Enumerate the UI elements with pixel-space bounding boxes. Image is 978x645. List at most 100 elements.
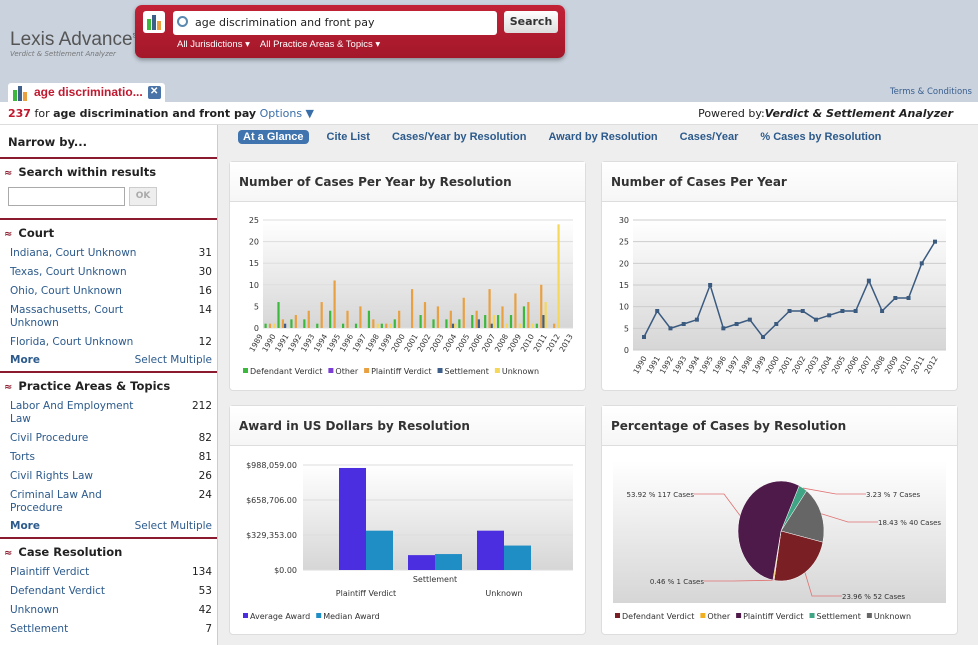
filter-item[interactable]: Ohio, Court Unknown 16 xyxy=(0,282,217,301)
filter-label[interactable]: Defendant Verdict xyxy=(10,585,105,597)
bar xyxy=(281,319,285,328)
tab-cases-year[interactable]: Cases/Year xyxy=(679,131,739,143)
search-within-section: ≈ Search within results OK xyxy=(0,157,217,218)
y-tick-label: 0 xyxy=(254,324,259,333)
bar xyxy=(303,319,306,328)
legend-label: Median Award xyxy=(323,612,379,621)
filter-item[interactable]: Florida, Court Unknown 12 xyxy=(0,333,217,352)
jurisdiction-dropdown[interactable]: All Jurisdictions ▾ xyxy=(177,39,250,50)
filter-label[interactable]: Florida, Court Unknown xyxy=(10,336,134,348)
filter-item[interactable]: Massachusetts, Court Unknown 14 xyxy=(0,301,217,333)
filter-label[interactable]: Ohio, Court Unknown xyxy=(10,285,122,297)
y-tick-label: 5 xyxy=(254,302,259,311)
data-point xyxy=(919,261,924,266)
filter-label[interactable]: Civil Rights Law xyxy=(10,470,93,482)
slice-label: 0.46 % 1 Cases xyxy=(650,578,704,586)
more-link[interactable]: More xyxy=(10,520,40,532)
data-point xyxy=(880,309,885,313)
bar xyxy=(449,310,452,328)
filter-label[interactable]: Unknown xyxy=(10,604,59,616)
tab-award-resolution[interactable]: Award by Resolution xyxy=(548,131,658,143)
bar xyxy=(471,315,474,328)
filter-label[interactable]: Indiana, Court Unknown xyxy=(10,247,137,259)
select-multiple-link[interactable]: Select Multiple xyxy=(134,520,212,532)
bar xyxy=(497,315,500,328)
card-title: Number of Cases Per Year by Resolution xyxy=(230,162,585,202)
data-point xyxy=(853,309,858,313)
bar xyxy=(505,323,508,328)
bar xyxy=(320,302,323,328)
bar xyxy=(522,306,526,328)
data-point xyxy=(800,309,805,313)
bar xyxy=(432,319,435,328)
result-count: 237 xyxy=(8,107,31,120)
legend-swatch xyxy=(700,613,706,618)
search-input[interactable]: age discrimination and front pay xyxy=(173,11,497,35)
collapse-icon[interactable]: ≈ xyxy=(4,382,13,393)
bar xyxy=(389,323,392,328)
label-leader-line xyxy=(821,513,878,523)
collapse-icon[interactable]: ≈ xyxy=(4,229,13,240)
terms-link[interactable]: Terms & Conditions xyxy=(889,87,972,97)
legend-swatch xyxy=(316,613,322,618)
data-point xyxy=(906,296,911,300)
tab-at-a-glance[interactable]: At a Glance xyxy=(238,130,309,144)
filter-item[interactable]: Torts 81 xyxy=(0,448,217,467)
search-button[interactable]: Search xyxy=(504,11,558,33)
filter-label[interactable]: Settlement xyxy=(10,623,69,635)
result-tab[interactable]: age discriminatio... ✕ xyxy=(8,83,165,103)
data-point xyxy=(668,326,673,331)
bar xyxy=(367,310,371,328)
filter-item[interactable]: Labor And Employment Law 212 xyxy=(0,397,217,429)
filter-label[interactable]: Texas, Court Unknown xyxy=(10,266,127,278)
practice-area-dropdown[interactable]: All Practice Areas & Topics ▾ xyxy=(259,39,381,50)
legend-label: Defendant Verdict xyxy=(622,612,694,621)
filter-item[interactable]: Plaintiff Verdict 134 xyxy=(0,563,217,582)
filter-label[interactable]: Civil Procedure xyxy=(10,432,89,444)
logo[interactable]: Lexis AdvanceSM Verdict & Settlement Ana… xyxy=(10,29,142,58)
award-bar-chart: $0.00 $329,353.00 $658,706.00 $988,059.00 Pl… xyxy=(243,461,573,621)
bar xyxy=(557,224,560,328)
filter-item[interactable]: Indiana, Court Unknown 31 xyxy=(0,244,217,263)
search-within-input[interactable] xyxy=(8,187,125,206)
collapse-icon[interactable]: ≈ xyxy=(4,548,13,559)
filter-item[interactable]: Civil Procedure 82 xyxy=(0,429,217,448)
filter-count: 30 xyxy=(198,266,212,278)
collapse-icon[interactable]: ≈ xyxy=(4,168,13,179)
filter-item[interactable]: Unknown 42 xyxy=(0,601,217,620)
for-label: for xyxy=(34,107,50,120)
filter-label[interactable]: Torts xyxy=(10,451,35,463)
filter-item[interactable]: Defendant Verdict 53 xyxy=(0,582,217,601)
bar-chart-icon[interactable] xyxy=(143,11,165,33)
close-icon[interactable]: ✕ xyxy=(147,86,161,99)
filter-label[interactable]: Plaintiff Verdict xyxy=(10,566,90,578)
bar xyxy=(408,555,435,570)
filter-count: 53 xyxy=(198,585,212,597)
bar xyxy=(398,310,401,328)
legend-label: Settlement xyxy=(817,612,861,621)
options-dropdown[interactable]: Options ▼ xyxy=(259,107,315,120)
tab-cite-list[interactable]: Cite List xyxy=(326,131,370,143)
bar xyxy=(454,323,457,328)
filter-item[interactable]: Texas, Court Unknown 30 xyxy=(0,263,217,282)
tab-cases-year-resolution[interactable]: Cases/Year by Resolution xyxy=(391,131,527,143)
bar xyxy=(509,315,513,328)
more-link[interactable]: More xyxy=(10,354,40,366)
select-multiple-link[interactable]: Select Multiple xyxy=(134,354,212,366)
y-tick-label: $329,353.00 xyxy=(246,531,297,540)
label-leader-line xyxy=(694,493,741,516)
bar xyxy=(273,323,276,328)
filter-label[interactable]: Labor And Employment Law xyxy=(10,400,134,425)
filter-item[interactable]: Civil Rights Law 26 xyxy=(0,467,217,486)
filter-count: 14 xyxy=(198,304,212,316)
legend-swatch xyxy=(494,368,500,373)
data-point xyxy=(655,309,660,313)
filter-item[interactable]: Criminal Law And Procedure 24 xyxy=(0,486,217,518)
tab-pct-cases-resolution[interactable]: % Cases by Resolution xyxy=(760,131,882,143)
filter-label[interactable]: Criminal Law And Procedure xyxy=(10,489,102,514)
filter-label[interactable]: Massachusetts, Court Unknown xyxy=(10,304,124,329)
ok-button[interactable]: OK xyxy=(129,187,157,206)
bar xyxy=(316,323,319,328)
filter-item[interactable]: Settlement 7 xyxy=(0,620,217,639)
logo-subtitle: Verdict & Settlement Analyzer xyxy=(10,50,116,58)
